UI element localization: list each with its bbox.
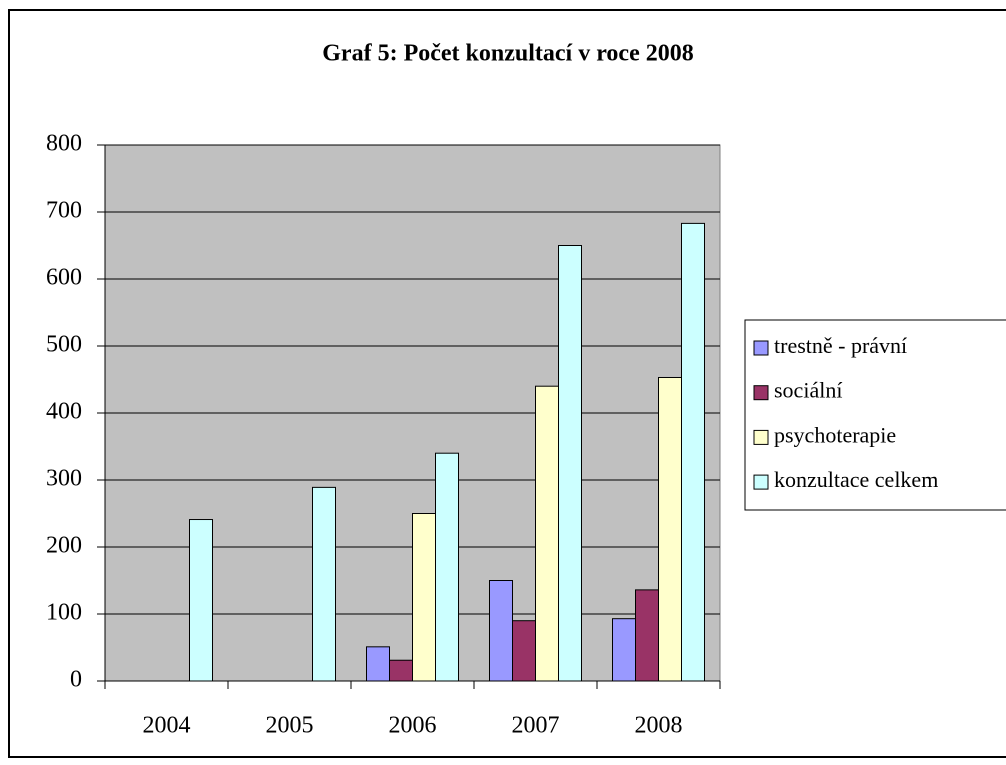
y-tick-label: 400 [46, 399, 82, 425]
legend-swatch [753, 385, 769, 401]
legend-swatch [753, 474, 769, 490]
legend-label: trestně - právní [774, 333, 907, 358]
bar [535, 385, 559, 682]
y-tick-label: 300 [46, 466, 82, 492]
bar [489, 580, 513, 682]
y-tick-label: 200 [46, 533, 82, 559]
y-tick-label: 500 [46, 332, 82, 358]
legend-box [744, 319, 1006, 511]
bar [558, 245, 582, 682]
bar [389, 659, 413, 682]
bar [681, 222, 705, 682]
legend-label: psychoterapie [774, 422, 896, 447]
bar [435, 452, 459, 682]
y-tick-label: 800 [46, 131, 82, 157]
x-tick-label: 2007 [512, 713, 560, 739]
y-tick-label: 0 [70, 667, 82, 693]
x-tick-label: 2004 [143, 713, 191, 739]
x-tick-label: 2005 [266, 713, 314, 739]
bar [189, 519, 213, 682]
bar [612, 618, 636, 682]
bar [412, 513, 436, 682]
legend-label: sociální [774, 378, 842, 403]
bar [635, 589, 659, 682]
bar [512, 620, 536, 682]
y-tick-label: 700 [46, 198, 82, 224]
y-tick-label: 600 [46, 265, 82, 291]
bar [658, 376, 682, 682]
legend-swatch [753, 340, 769, 356]
y-tick-label: 100 [46, 600, 82, 626]
bar [366, 646, 390, 682]
chart-title: Graf 5: Počet konzultací v roce 2008 [322, 41, 693, 67]
legend-label: konzultace celkem [774, 467, 938, 492]
x-tick-label: 2006 [389, 713, 437, 739]
x-tick-label: 2008 [635, 713, 683, 739]
legend-swatch [753, 429, 769, 445]
bar [312, 486, 336, 682]
